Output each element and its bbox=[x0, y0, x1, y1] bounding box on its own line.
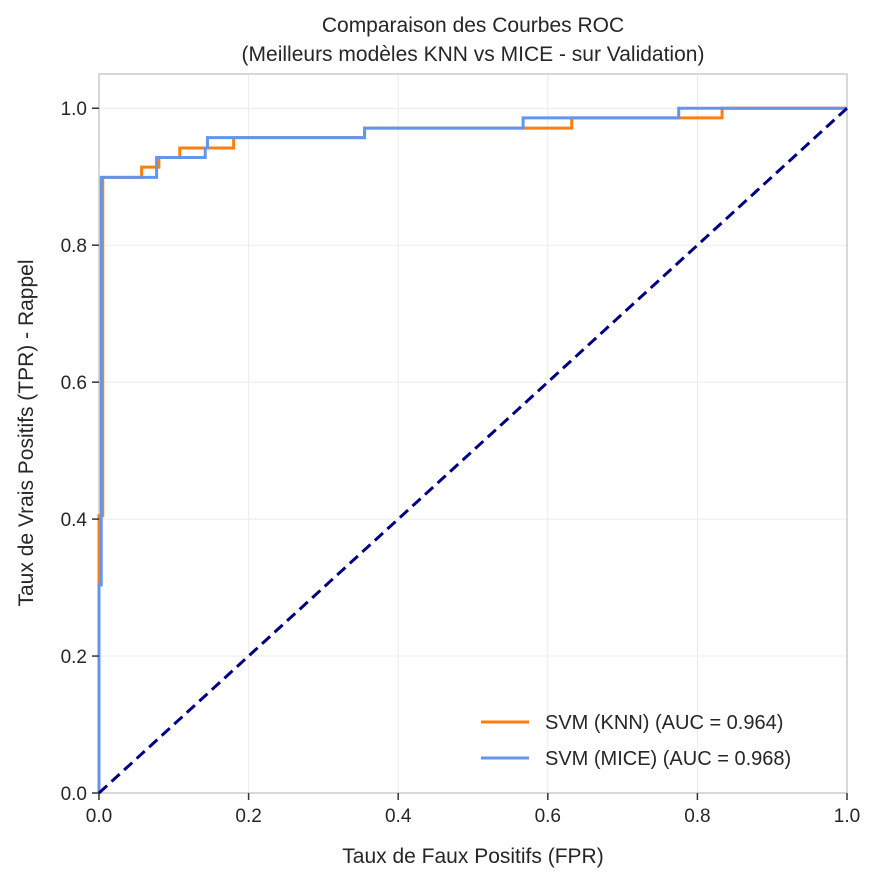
legend-label-knn: SVM (KNN) (AUC = 0.964) bbox=[545, 712, 783, 734]
y-tick-label: 0.6 bbox=[61, 373, 87, 394]
x-tick-label: 0.0 bbox=[86, 806, 112, 827]
x-tick-label: 0.2 bbox=[235, 806, 261, 827]
x-axis-label: Taux de Faux Positifs (FPR) bbox=[342, 845, 603, 868]
x-tick-label: 0.6 bbox=[535, 806, 561, 827]
legend: SVM (KNN) (AUC = 0.964) SVM (MICE) (AUC … bbox=[481, 712, 791, 770]
x-tick-label: 0.8 bbox=[684, 806, 710, 827]
tick-group: 0.0 0.2 0.4 0.6 0.8 1.0 0.0 0.2 0.4 0.6 0.8 1.0 bbox=[61, 99, 861, 827]
x-tick-label: 0.4 bbox=[385, 806, 412, 827]
x-tick-label: 1.0 bbox=[834, 806, 860, 827]
plot-frame bbox=[98, 73, 848, 794]
chart-subtitle: (Meilleurs modèles KNN vs MICE - sur Val… bbox=[242, 43, 705, 66]
y-tick-label: 1.0 bbox=[61, 99, 87, 120]
legend-label-mice: SVM (MICE) (AUC = 0.968) bbox=[545, 748, 791, 770]
roc-series-line-1 bbox=[97, 106, 847, 793]
roc-series-line-0 bbox=[97, 106, 847, 793]
y-tick-label: 0.8 bbox=[61, 236, 87, 257]
chart-title: Comparaison des Courbes ROC bbox=[322, 14, 624, 37]
y-tick-label: 0.2 bbox=[61, 647, 87, 668]
grid bbox=[98, 74, 848, 794]
y-axis-label: Taux de Vrais Positifs (TPR) - Rappel bbox=[15, 259, 38, 606]
chance-diagonal-line bbox=[97, 107, 849, 795]
y-tick-label: 0.0 bbox=[61, 784, 87, 805]
series-group bbox=[97, 106, 849, 795]
y-tick-label: 0.4 bbox=[61, 510, 88, 531]
